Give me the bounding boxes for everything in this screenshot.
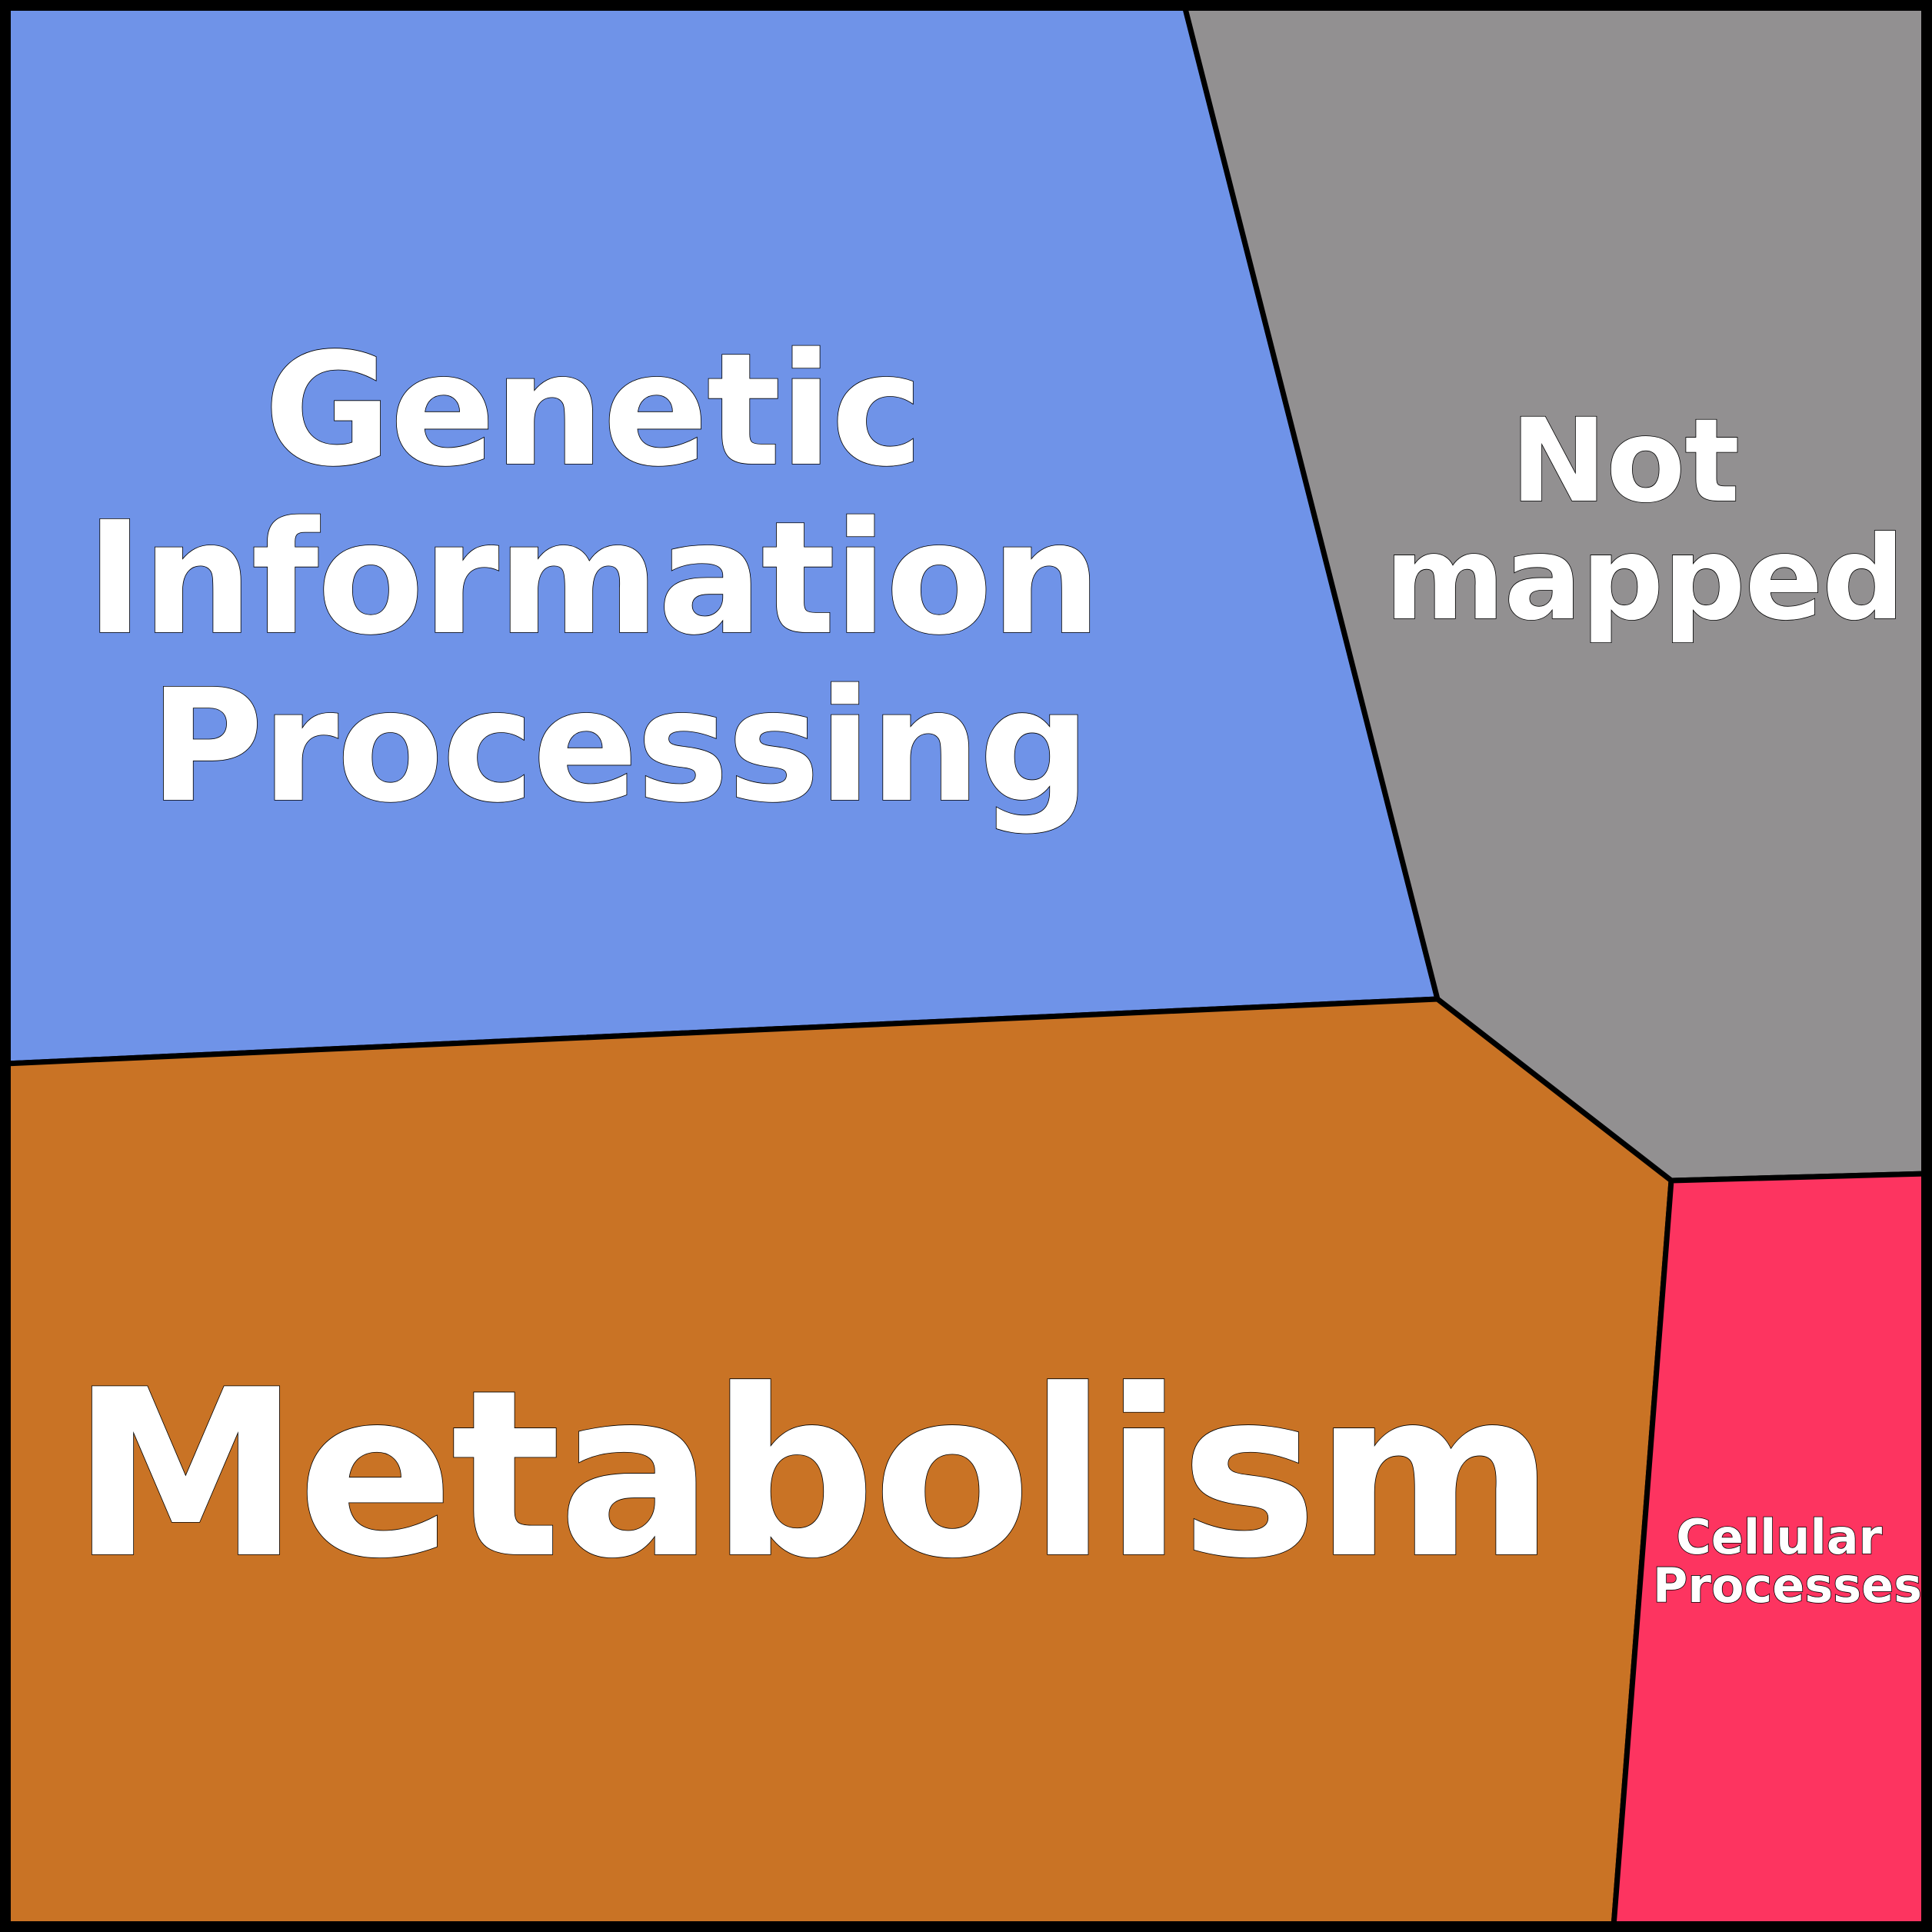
label-line: Processing [149,655,1088,837]
label-line: Metabolism [71,1341,1552,1609]
label-genetic-information-processing: Genetic Information Processing [86,319,1153,837]
label-metabolism: Metabolism [71,1341,1552,1609]
label-line: Cellular [1676,1509,1882,1565]
label-not-mapped: Not mapped [1384,395,1904,646]
label-line: Genetic [264,319,921,501]
label-line: Information [86,488,1100,669]
label-line: Processes [1653,1557,1922,1614]
label-line: mapped [1384,512,1904,646]
label-line: Not [1511,395,1739,528]
label-cellular-processes: Cellular Processes [1653,1509,1922,1614]
